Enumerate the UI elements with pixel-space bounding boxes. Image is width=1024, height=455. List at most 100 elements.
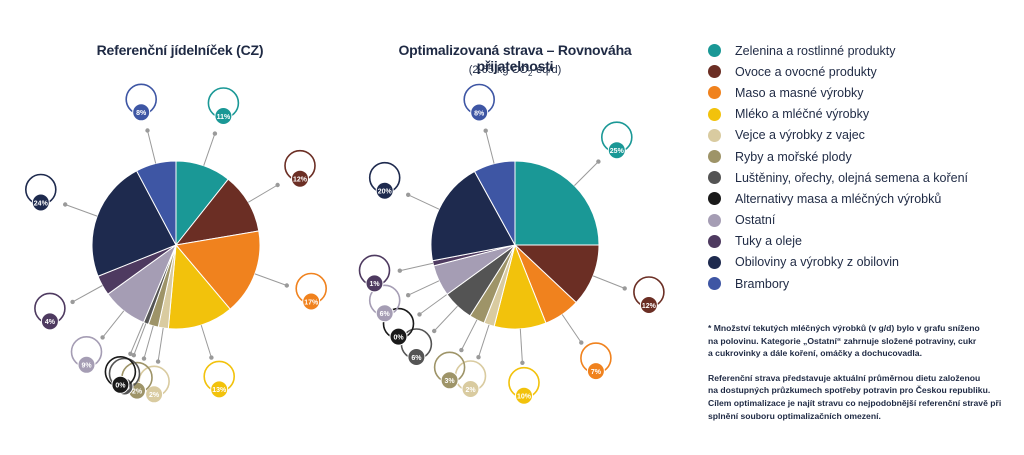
leader-dot [141, 356, 147, 361]
legend-item: Ryby a mořské plody [708, 146, 1018, 167]
legend-item: Brambory [708, 273, 1018, 294]
legend-swatch [708, 171, 721, 185]
legend-label: Vejce a výrobky z vajec [735, 128, 865, 143]
leader-line [102, 310, 125, 338]
percent-label: 6% [411, 355, 422, 362]
percent-badge [302, 292, 321, 311]
legend-label: Ostatní [735, 213, 776, 228]
legend-swatch [708, 277, 721, 291]
leader-dot [284, 283, 289, 288]
legend-swatch [708, 128, 721, 142]
legend-item: Alternativy masa a mléčných výrobků [708, 188, 1018, 209]
legend-item: Zelenina a rostlinné produkty [708, 40, 1018, 61]
percent-badge [111, 375, 130, 394]
percent-badge [461, 380, 480, 398]
percent-label: 9% [81, 363, 92, 370]
percent-label: 8% [474, 110, 485, 117]
legend-item: Ovoce a ovocné produkty [708, 61, 1018, 82]
percent-badge [586, 362, 605, 381]
legend-swatch [708, 234, 721, 248]
legend-item: Tuky a oleje [708, 231, 1018, 252]
leader-dot [62, 202, 68, 207]
percent-label: 25% [610, 148, 625, 155]
leader-line [399, 262, 434, 272]
leader-line [254, 273, 287, 286]
percent-badge [291, 169, 309, 188]
percent-badge [375, 304, 394, 323]
leader-line [592, 275, 625, 289]
percent-badge [407, 348, 426, 366]
percent-label: 2% [465, 387, 476, 394]
percent-badge [40, 312, 59, 331]
leader-dot [397, 268, 402, 273]
percent-label: 12% [293, 177, 308, 184]
leader-dot [432, 328, 437, 334]
percent-label: 1% [369, 281, 380, 288]
leader-line [65, 204, 98, 217]
pie-slice [514, 160, 600, 246]
percent-badge [515, 386, 533, 405]
legend-label: Luštěniny, ořechy, olejná semena a kořen… [735, 170, 969, 185]
pie-chart-optimized: 25% 12% 7% 10% 2% 3% 6% 0% 6% 1% 20% 8% [358, 83, 665, 405]
footnote-liquid-dairy: * Množství tekutých mléčných výrobků (v … [708, 323, 980, 359]
leader-dot [459, 347, 464, 353]
leader-dot [406, 293, 411, 298]
leader-dot [70, 299, 75, 305]
footnote-reference-diet: Referenční strava představuje aktuální p… [708, 372, 1002, 421]
percent-badge [470, 103, 489, 122]
leader-dot [417, 312, 422, 317]
leader-dot [100, 335, 105, 340]
pie-slice [430, 170, 516, 262]
percent-badge [77, 355, 96, 374]
pie-slice [167, 243, 231, 330]
leader-dot [483, 128, 488, 133]
leader-line [203, 133, 216, 166]
legend-swatch [708, 65, 721, 79]
leader-dot [212, 131, 218, 136]
percent-label: 17% [304, 299, 319, 306]
percent-label: 11% [217, 114, 231, 121]
leader-dot [275, 182, 280, 188]
legend-label: Maso a masné výrobky [735, 85, 864, 100]
percent-badge [389, 327, 408, 346]
legend-swatch [708, 86, 721, 100]
percent-badge [607, 141, 626, 160]
leader-line [574, 161, 599, 186]
leader-line [248, 184, 278, 203]
legend-swatch [708, 44, 721, 58]
percent-label: 8% [136, 110, 147, 117]
leader-line [72, 285, 103, 303]
leader-line [561, 314, 582, 343]
leader-dot [520, 360, 525, 365]
pie-slice [175, 230, 261, 310]
chart-title-reference: Referenční jídelníček (CZ) [96, 42, 264, 58]
leader-line [129, 322, 145, 354]
legend-label: Brambory [735, 276, 790, 291]
leader-dot [596, 159, 601, 164]
leader-line [433, 305, 458, 332]
percent-label: 13% [212, 387, 227, 394]
legend-item: Obiloviny a výrobky z obilovin [708, 252, 1018, 273]
percent-badge [365, 274, 384, 293]
leader-line [478, 324, 490, 358]
leader-line [147, 130, 157, 164]
leader-dot [155, 359, 161, 364]
leader-dot [128, 351, 133, 356]
percent-label: 20% [378, 189, 393, 196]
pie-chart-reference: 11%12%17%13%2%2%1%0%9%4%24%8% [24, 83, 328, 404]
pie-slice [513, 244, 600, 304]
leader-dot [476, 355, 481, 360]
legend-label: Tuky a oleje [735, 234, 802, 249]
pie-slice [473, 160, 516, 246]
percent-label: 2% [149, 392, 160, 399]
chart-title-optimized: Optimalizovaná strava – Rovnováha přijat… [398, 42, 632, 74]
legend-label: Mléko a mléčné výrobky [735, 107, 870, 122]
percent-badge [145, 385, 164, 404]
percent-label: 3% [445, 378, 456, 385]
leader-line [143, 325, 154, 359]
legend-label: Obiloviny a výrobky z obilovin [735, 255, 899, 270]
leader-line [419, 293, 448, 315]
percent-badge [214, 107, 233, 125]
percent-badge [210, 380, 229, 399]
leader-line [460, 319, 478, 351]
